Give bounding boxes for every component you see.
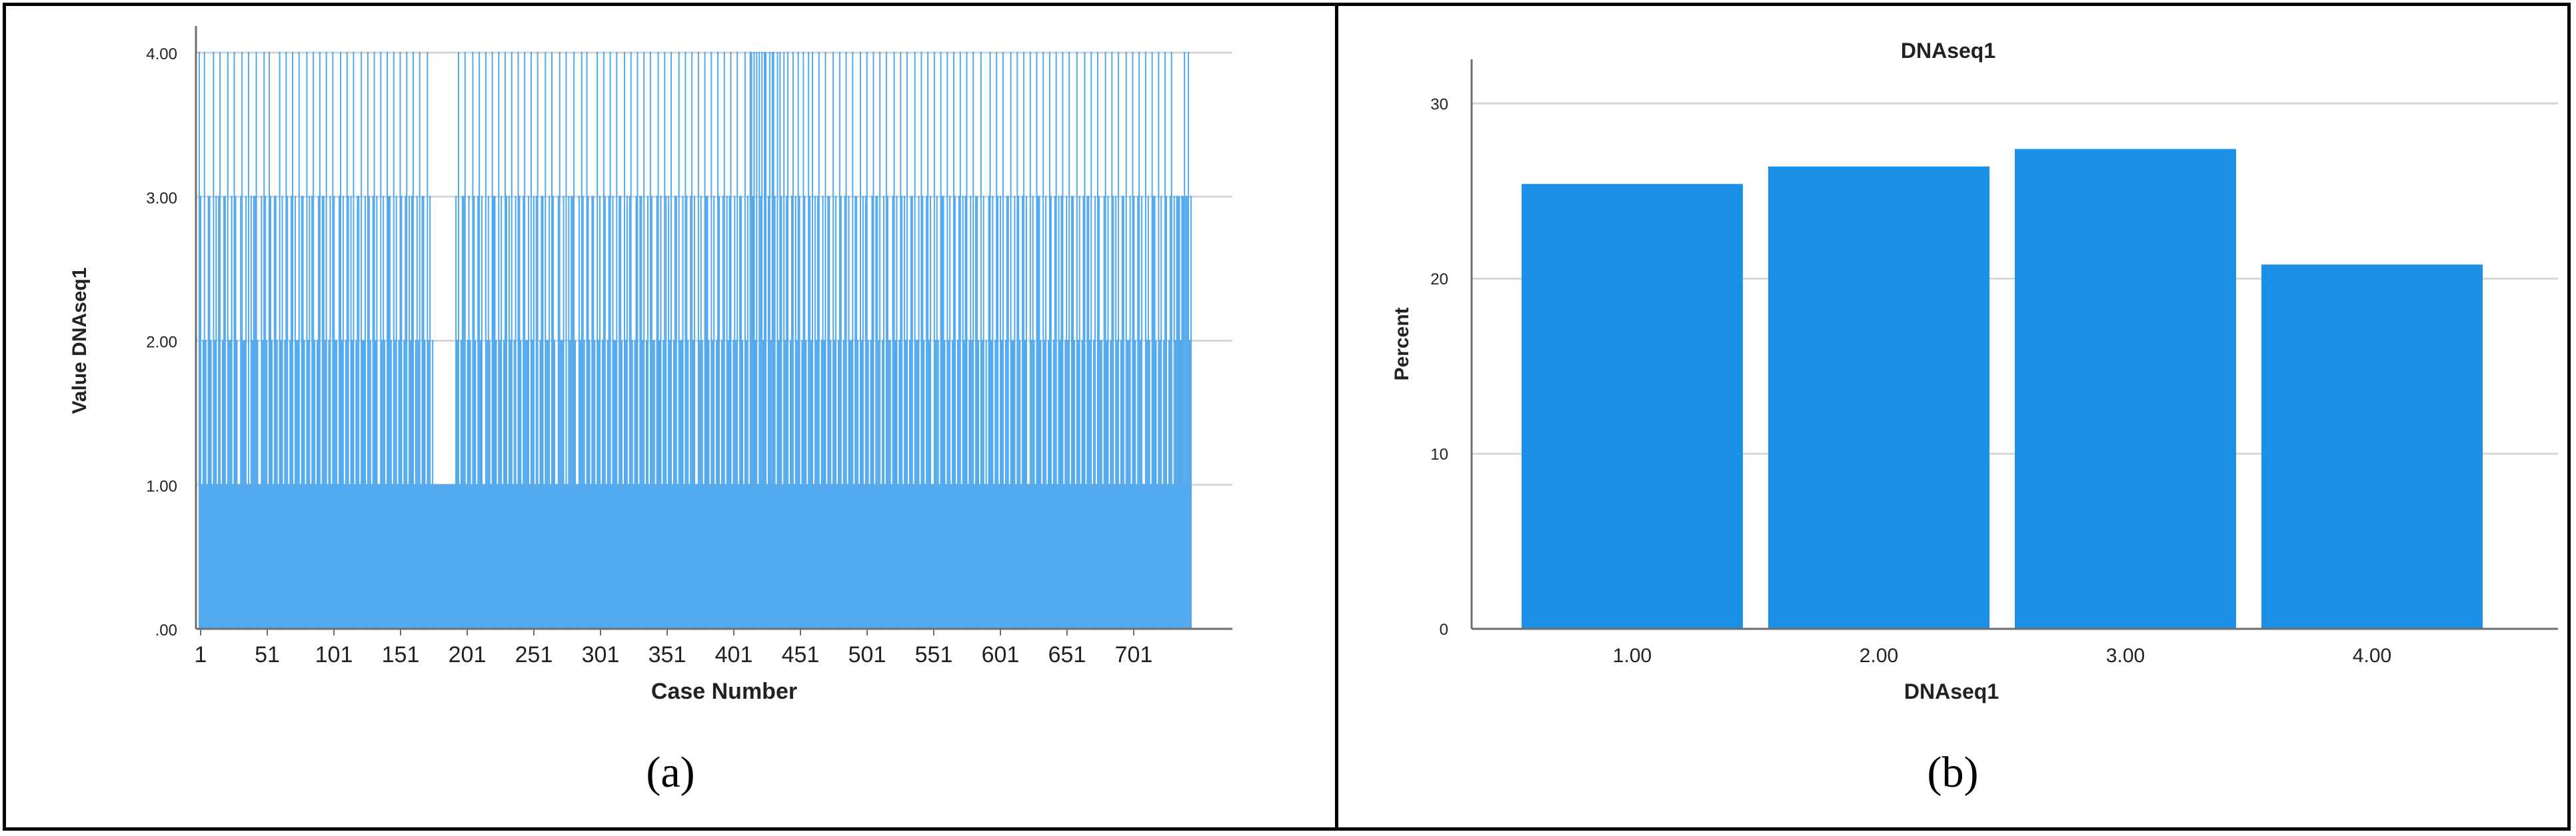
x-tick-label: 701	[1115, 642, 1153, 667]
y-tick-label: 30	[1430, 95, 1448, 113]
x-tick-label: 251	[515, 642, 553, 667]
x-tick-label: 301	[582, 642, 620, 667]
x-tick-label: 601	[982, 642, 1020, 667]
x-tick-label: 1	[195, 642, 207, 667]
caption-b: (b)	[1927, 748, 1979, 797]
x-tick-label: 1.00	[1613, 645, 1652, 667]
y-tick-label: 0	[1440, 621, 1448, 639]
x-tick-label: 351	[648, 642, 686, 667]
x-tick-label: 451	[782, 642, 820, 667]
case-number-bar-chart: .001.002.003.004.001 51 101 151 201 251 301 351…	[69, 26, 1232, 704]
y-tick-label: 3.00	[146, 189, 177, 207]
y-tick-label: 10	[1430, 446, 1448, 464]
panel-a: .00 1.00 2.00 3.00 4.00 1 51 101 151 201 251 301 351…	[6, 6, 1335, 827]
y-axis-label: Value DNAseq1	[69, 267, 91, 414]
x-tick-label: 551	[915, 642, 953, 667]
x-tick-label: 501	[848, 642, 886, 667]
x-tick-label: 201	[449, 642, 487, 667]
x-axis-label: DNAseq1	[1904, 679, 1999, 703]
y-tick-label: 2.00	[146, 334, 177, 352]
x-tick-label: 2.00	[1860, 645, 1898, 667]
chart-title: DNAseq1	[1901, 39, 1995, 63]
x-axis-label: Case Number	[651, 679, 797, 704]
x-tick-label: 151	[382, 642, 420, 667]
percent-bar-chart: DNAseq1 0 10 20 30 1.00 2.00 3.00 4.00 DNAseq1 Per…	[1391, 39, 2558, 703]
figure-border	[3, 3, 2571, 831]
y-tick-label: .00	[155, 622, 177, 639]
x-tick-label: 401	[715, 642, 753, 667]
y-tick-label: 4.00	[146, 45, 177, 63]
x-tick-label: 4.00	[2353, 645, 2391, 667]
panel-b: DNAseq1 0 10 20 30 1.00 2.00 3.00 4.00 DNAseq1 Per…	[1338, 6, 2568, 827]
panel-divider	[1335, 3, 1338, 831]
x-tick-label: 3.00	[2106, 645, 2145, 667]
percent-bar	[1522, 184, 1743, 629]
percent-bar	[1768, 166, 1989, 629]
caption-a: (a)	[646, 748, 695, 797]
x-tick-label: 101	[315, 642, 353, 667]
x-tick-label: 51	[255, 642, 280, 667]
y-tick-label: 1.00	[146, 478, 177, 496]
percent-bar	[2261, 264, 2483, 629]
y-axis-label: Percent	[1391, 307, 1413, 380]
y-tick-label: 20	[1430, 270, 1448, 288]
percent-bar	[2015, 149, 2236, 629]
x-tick-label: 651	[1048, 642, 1086, 667]
